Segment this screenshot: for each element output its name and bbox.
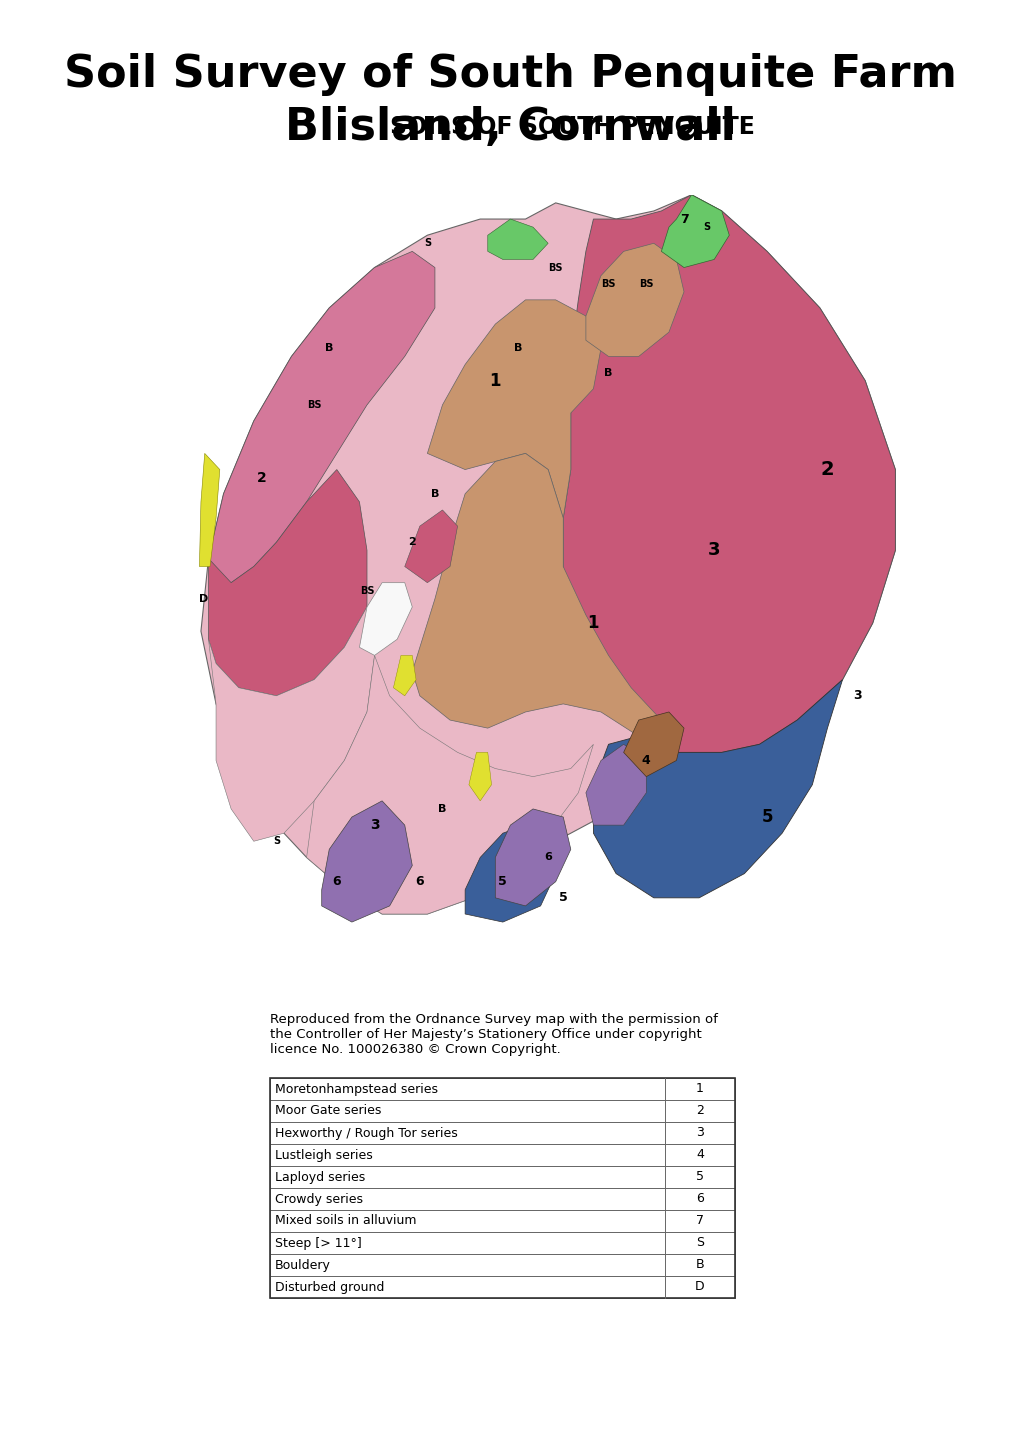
Text: Lustleigh series: Lustleigh series	[275, 1149, 372, 1162]
Text: BS: BS	[307, 400, 321, 410]
Text: 4: 4	[695, 1149, 703, 1162]
Text: B: B	[603, 368, 612, 378]
Bar	[270, 1078, 735, 1100]
Polygon shape	[307, 655, 593, 913]
Text: 6: 6	[544, 853, 551, 863]
Polygon shape	[585, 745, 646, 825]
Text: 5: 5	[558, 892, 567, 905]
Text: S: S	[695, 1237, 703, 1250]
Text: BS: BS	[548, 263, 562, 273]
Polygon shape	[200, 453, 220, 567]
Text: 1: 1	[695, 1082, 703, 1095]
Text: Bouldery: Bouldery	[275, 1258, 330, 1271]
Text: 2: 2	[695, 1104, 703, 1117]
Text: D: D	[695, 1280, 704, 1293]
Text: 2: 2	[820, 460, 834, 479]
Bar	[270, 1232, 735, 1254]
Polygon shape	[208, 251, 434, 599]
Polygon shape	[585, 244, 684, 356]
Text: 2: 2	[408, 537, 416, 547]
Polygon shape	[495, 810, 571, 906]
Polygon shape	[562, 195, 895, 752]
Polygon shape	[321, 801, 412, 922]
Polygon shape	[623, 711, 684, 776]
Polygon shape	[208, 469, 367, 696]
Bar	[270, 1188, 735, 1211]
Polygon shape	[427, 300, 600, 518]
Text: BS: BS	[638, 278, 653, 289]
Text: Disturbed ground: Disturbed ground	[275, 1280, 384, 1293]
Polygon shape	[469, 752, 491, 801]
Bar	[270, 1144, 735, 1166]
Text: B: B	[514, 343, 522, 354]
Bar	[270, 1123, 735, 1144]
Text: 3: 3	[369, 818, 379, 833]
Text: 7: 7	[695, 1215, 703, 1228]
Bar	[270, 1276, 735, 1299]
Bar	[270, 1254, 735, 1276]
Text: 4: 4	[641, 753, 650, 768]
Text: 3: 3	[707, 541, 719, 560]
Bar	[270, 1100, 735, 1123]
Text: SOILS OF SOUTH PENQUITE: SOILS OF SOUTH PENQUITE	[389, 114, 754, 139]
Text: BS: BS	[360, 586, 374, 596]
Polygon shape	[465, 825, 555, 922]
Polygon shape	[405, 509, 458, 583]
Text: 1: 1	[489, 372, 500, 390]
Polygon shape	[359, 583, 412, 655]
Polygon shape	[201, 195, 895, 913]
Polygon shape	[660, 195, 729, 267]
Text: 1: 1	[587, 615, 598, 632]
Polygon shape	[208, 608, 374, 841]
Text: 5: 5	[760, 808, 772, 825]
Text: 6: 6	[332, 874, 340, 889]
Polygon shape	[593, 680, 842, 898]
Text: Moor Gate series: Moor Gate series	[275, 1104, 381, 1117]
Text: Laployd series: Laployd series	[275, 1170, 365, 1183]
Text: 6: 6	[695, 1192, 703, 1205]
Text: Steep [> 11°]: Steep [> 11°]	[275, 1237, 362, 1250]
Polygon shape	[412, 453, 676, 752]
Text: Reproduced from the Ordnance Survey map with the permission of
the Controller of: Reproduced from the Ordnance Survey map …	[270, 1013, 717, 1056]
Text: B: B	[695, 1258, 704, 1271]
Polygon shape	[393, 655, 416, 696]
Bar	[270, 1211, 735, 1232]
Text: 2: 2	[256, 470, 266, 485]
Text: B: B	[325, 343, 333, 354]
Text: 5: 5	[695, 1170, 703, 1183]
Text: Crowdy series: Crowdy series	[275, 1192, 363, 1205]
Text: B: B	[438, 804, 446, 814]
Text: Hexworthy / Rough Tor series: Hexworthy / Rough Tor series	[275, 1127, 458, 1140]
Text: B: B	[430, 489, 439, 499]
Polygon shape	[487, 219, 547, 260]
Text: BS: BS	[600, 278, 615, 289]
Text: Mixed soils in alluvium: Mixed soils in alluvium	[275, 1215, 416, 1228]
Text: Soil Survey of South Penquite Farm
Blisland, Cornwall: Soil Survey of South Penquite Farm Blisl…	[63, 53, 956, 149]
Bar	[270, 1078, 735, 1299]
Text: S: S	[273, 837, 279, 846]
Text: 3: 3	[695, 1127, 703, 1140]
Text: S: S	[424, 238, 430, 248]
Bar	[270, 1166, 735, 1188]
Text: 7: 7	[679, 212, 688, 225]
Text: 5: 5	[498, 874, 506, 889]
Text: 3: 3	[853, 690, 861, 703]
Text: D: D	[199, 595, 208, 603]
Text: 6: 6	[415, 874, 424, 889]
Text: S: S	[702, 222, 709, 232]
Text: Moretonhampstead series: Moretonhampstead series	[275, 1082, 437, 1095]
